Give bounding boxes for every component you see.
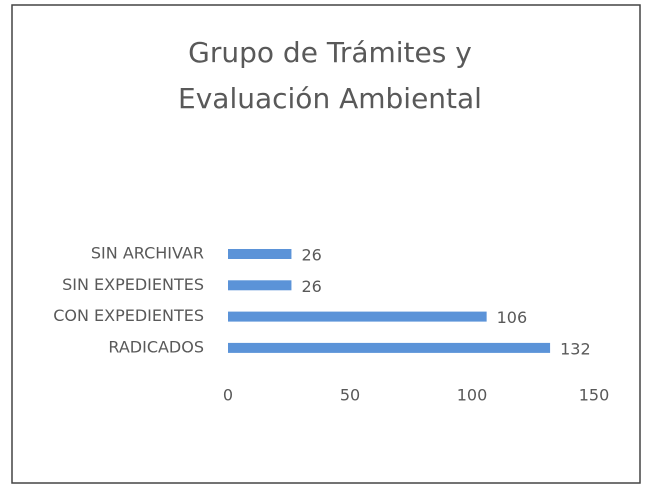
bar	[228, 280, 292, 291]
y-tick-label: RADICADOS	[108, 337, 204, 356]
chart-title: Grupo de Trámites y Evaluación Ambiental	[178, 36, 482, 115]
y-tick-label: SIN ARCHIVAR	[91, 244, 204, 263]
value-label: 26	[301, 277, 321, 296]
value-label: 132	[560, 339, 591, 358]
value-label: 26	[301, 246, 321, 265]
bar	[228, 342, 551, 353]
x-tick-label: 150	[579, 386, 610, 405]
x-tick-label: 50	[340, 386, 360, 405]
value-label: 106	[497, 308, 528, 327]
frame	[11, 4, 641, 484]
x-tick-label: 0	[223, 386, 233, 405]
y-tick-label: CON EXPEDIENTES	[53, 306, 204, 325]
y-tick-label: SIN EXPEDIENTES	[62, 275, 204, 294]
x-tick-label: 100	[457, 386, 488, 405]
bar	[228, 311, 487, 322]
bar	[228, 249, 292, 259]
